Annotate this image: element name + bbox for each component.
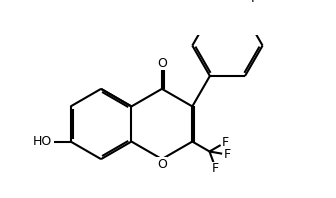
Text: HO: HO — [33, 135, 52, 148]
Text: F: F — [224, 148, 231, 161]
Text: F: F — [212, 162, 219, 175]
Text: O: O — [157, 158, 167, 171]
Text: F: F — [251, 0, 258, 5]
Text: F: F — [222, 136, 229, 149]
Text: O: O — [157, 57, 167, 70]
